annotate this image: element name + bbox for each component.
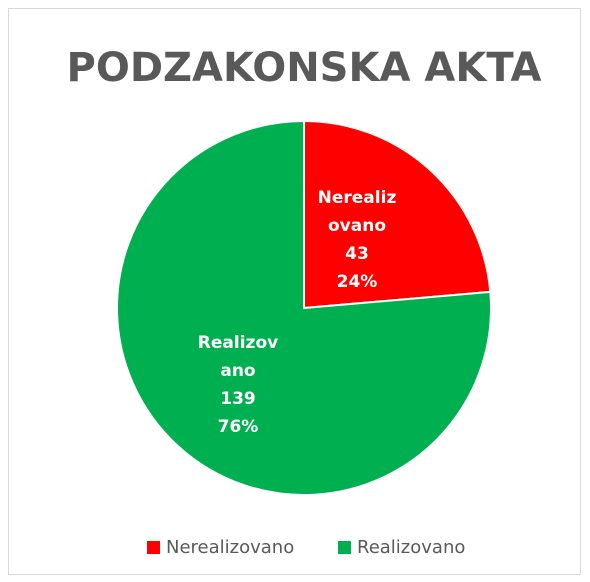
chart-title: PODZAKONSKA AKTA: [67, 45, 542, 91]
legend-swatch: [147, 541, 160, 554]
data-label-line: 43: [345, 244, 369, 264]
legend-label: Realizovano: [357, 537, 465, 558]
pie-slice: [303, 119, 492, 310]
data-label-line: 24%: [336, 272, 378, 292]
pie-slice: [116, 119, 492, 496]
legend-label: Nerealizovano: [166, 537, 294, 558]
data-label-line: Realizovano: [197, 333, 279, 381]
data-label-line: 76%: [217, 417, 259, 437]
data-label-box: Nerealizovano 43 24%: [313, 184, 401, 296]
legend-swatch: [338, 541, 351, 554]
data-label: Realizovano 139 76%: [194, 329, 282, 441]
data-label-line: Nerealizovano: [317, 188, 397, 236]
data-label: Nerealizovano 43 24%: [313, 184, 401, 296]
data-label-box: Realizovano 139 76%: [194, 329, 282, 441]
data-label-line: 139: [220, 389, 256, 409]
